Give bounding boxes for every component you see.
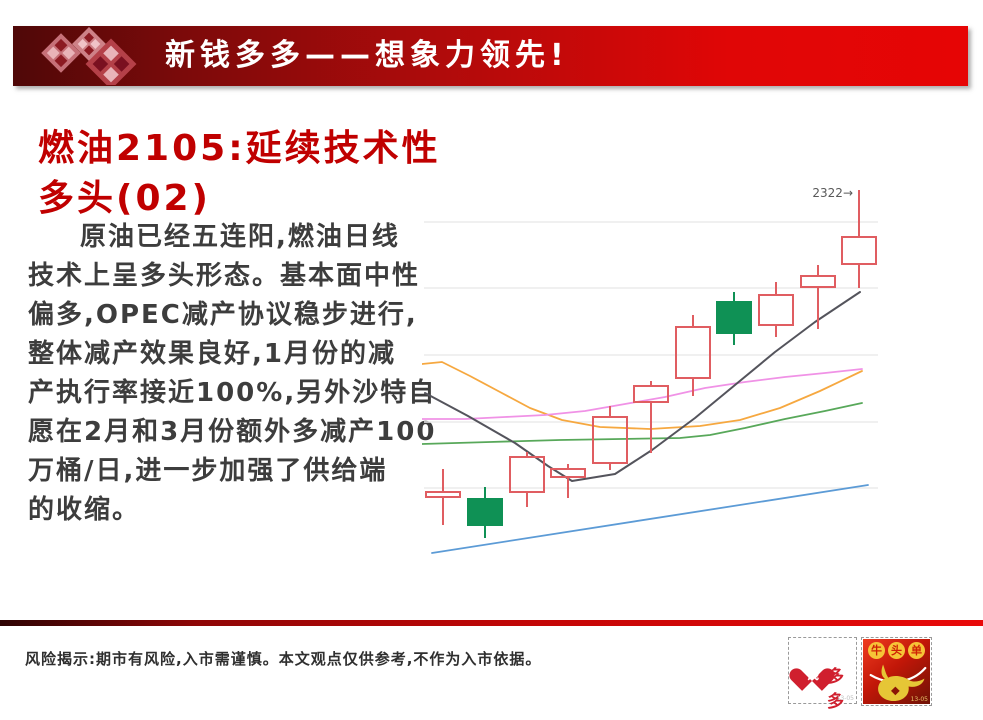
- ma-orange-line: [422, 361, 863, 430]
- article-text: 原油已经五连阳,燃油日线技术上呈多头形态。基本面中性 偏多,OPEC减产协议稳步进…: [28, 218, 437, 530]
- footer-divider: [0, 620, 983, 626]
- candle-down: [467, 487, 503, 538]
- coin-character: 牛: [868, 642, 885, 659]
- article-line: 产执行率接近100%,另外沙特自: [28, 378, 437, 408]
- article-line: 原油已经五连阳,燃油日线: [80, 222, 400, 252]
- article-line: 技术上呈多头形态。基本面中性: [28, 261, 421, 291]
- candlestick-chart: 2322→: [422, 186, 878, 554]
- niutoudan-coins: 牛头单: [863, 642, 930, 659]
- price-annotation: 2322→: [812, 186, 853, 200]
- banner: 新钱多多——想象力领先!: [13, 26, 968, 86]
- candle-up: [550, 464, 586, 498]
- risk-disclaimer: 风险揭示:期市有风险,入市需谨慎。本文观点仅供参考,不作为入市依据。: [25, 650, 542, 668]
- banner-ornament-icon: [41, 27, 137, 85]
- candle-up: [800, 265, 836, 329]
- page-title-line2: 多头(02): [38, 178, 212, 220]
- article-line: 的收缩。: [28, 495, 141, 525]
- stamp-corner-note: 13-05: [910, 696, 928, 703]
- ma-blue-line: [431, 484, 869, 554]
- ma-black-line: [424, 291, 861, 482]
- coin-character: 单: [908, 642, 925, 659]
- candle-up: [633, 381, 669, 453]
- candle-up: [592, 406, 628, 470]
- banner-title: 新钱多多——想象力领先!: [165, 38, 569, 73]
- heart-character: 钱: [806, 668, 820, 683]
- page-title: 燃油2105:延续技术性 多头(02): [38, 124, 441, 224]
- article-line: 偏多,OPEC减产协议稳步进行,: [28, 300, 418, 330]
- candle-up: [425, 469, 461, 525]
- candle-up: [841, 190, 877, 288]
- ma-green-line: [422, 402, 863, 445]
- article-line: 万桶/日,进一步加强了供给端: [28, 456, 388, 486]
- candle-up: [758, 282, 794, 337]
- niutoudan-background: 牛头单 13-05: [863, 639, 930, 704]
- candle-down: [716, 292, 752, 345]
- stamp-corner-note: 13-05: [836, 695, 854, 702]
- coin-character: 头: [888, 642, 905, 659]
- niutoudan-logo: 牛头单 13-05: [861, 637, 932, 706]
- qianduoduo-label: 多多: [827, 667, 844, 712]
- heart-icon: 钱: [798, 659, 826, 685]
- article-line: 整体减产效果良好,1月份的减: [28, 339, 396, 369]
- bull-head-icon: [869, 664, 927, 702]
- qianduoduo-logo: 钱 多多 13-05: [788, 637, 857, 712]
- article-line: 愿在2月和3月份额外多减产100: [28, 417, 437, 447]
- page-title-line1: 燃油2105:延续技术性: [38, 128, 441, 170]
- ma-pink-line: [422, 368, 863, 420]
- candle-up: [675, 315, 711, 396]
- candle-up: [509, 452, 545, 507]
